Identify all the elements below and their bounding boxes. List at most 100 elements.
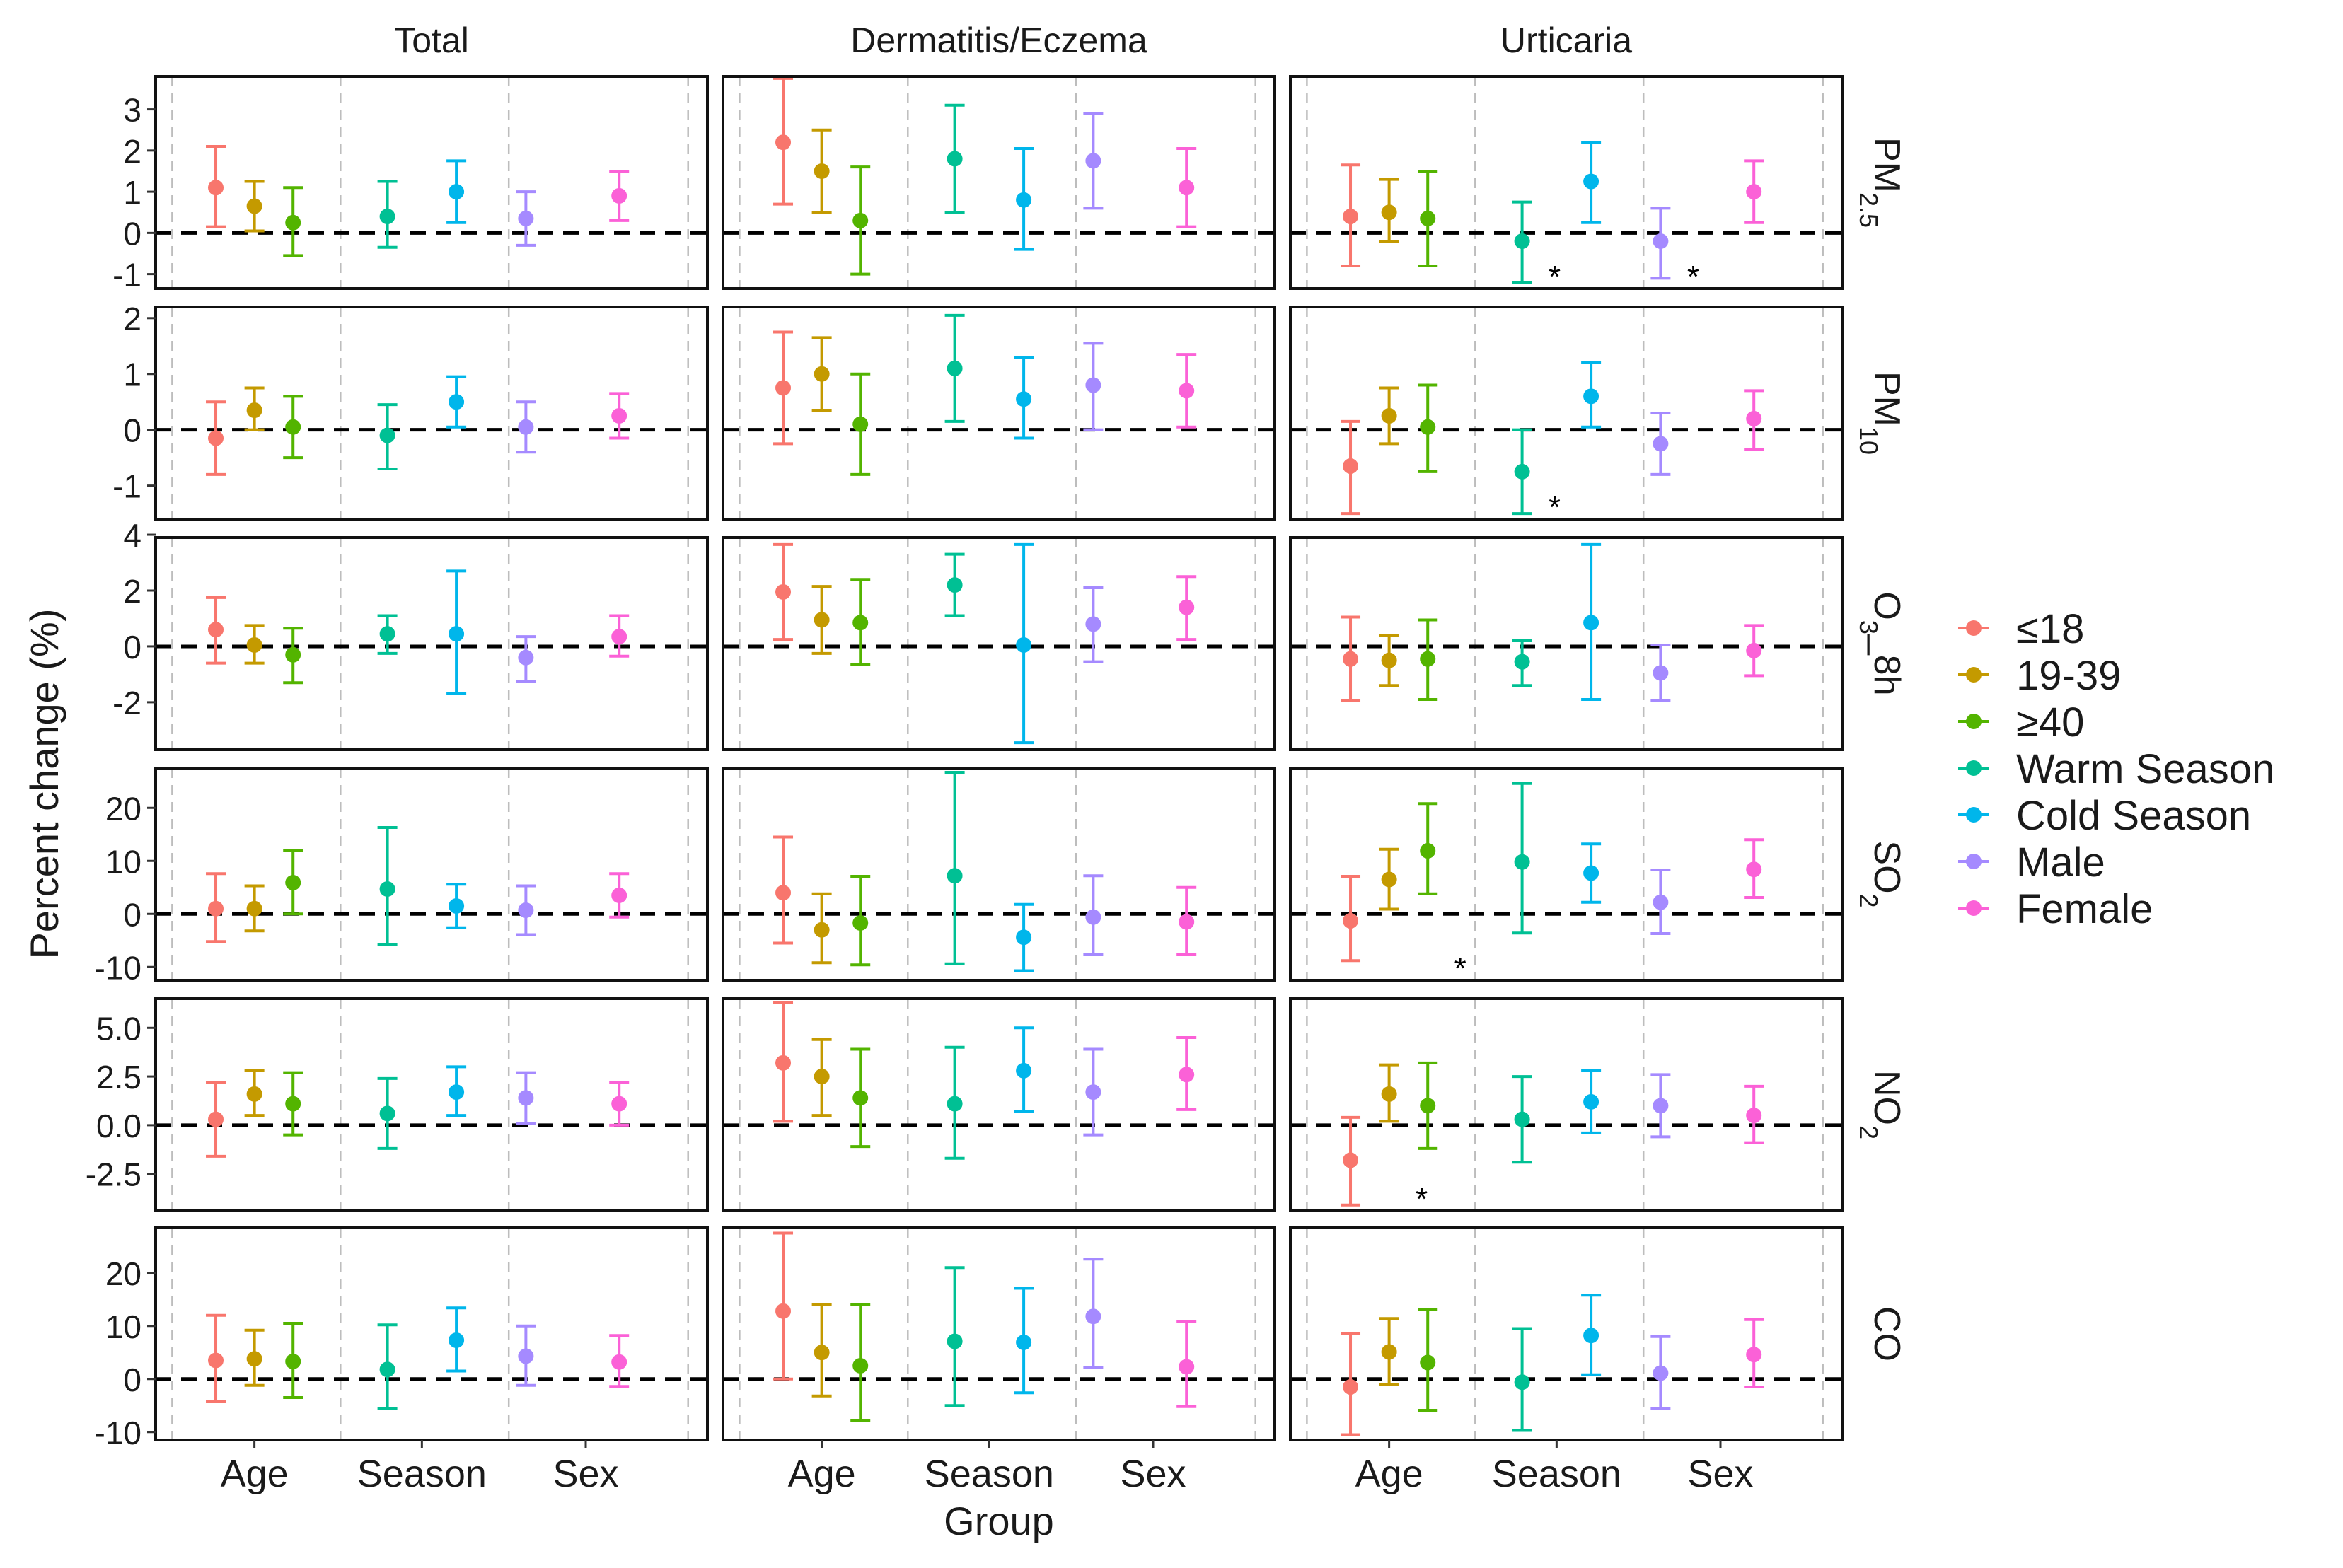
y-tick-label: 1 xyxy=(123,174,141,211)
errorbar-cold-season xyxy=(446,1306,467,1373)
point-estimate xyxy=(611,629,627,645)
point-estimate xyxy=(518,1090,534,1106)
errorbar-male xyxy=(1650,207,1671,280)
point-estimate xyxy=(1653,233,1669,250)
point-estimate xyxy=(1420,419,1436,435)
row-label-pm10: PM10 xyxy=(1855,371,1908,455)
y-axis-row-4: 20 10 0 -10 xyxy=(95,790,156,986)
y-tick-label: 3 xyxy=(123,92,141,129)
panel-total-pm2-5 xyxy=(154,75,709,290)
significance-star: * xyxy=(1549,490,1561,525)
legend-item-19-39: 19-39 xyxy=(1958,653,2121,699)
legend-key-point xyxy=(1966,900,1982,916)
panel-border xyxy=(154,306,709,521)
panel-border xyxy=(1289,997,1844,1212)
y-tick-label: -10 xyxy=(95,949,141,986)
legend-label: 19-39 xyxy=(2016,653,2121,699)
point-estimate xyxy=(449,1084,465,1100)
point-estimate xyxy=(1343,209,1359,225)
point-estimate xyxy=(1746,410,1762,426)
errorbar-ge40 xyxy=(283,849,303,916)
point-estimate xyxy=(1420,210,1436,226)
panel-dermatitis-eczema-o3-8h xyxy=(722,536,1276,751)
y-tick-label: 0 xyxy=(123,412,141,449)
point-estimate xyxy=(208,180,224,196)
panel-border xyxy=(1289,536,1844,751)
point-estimate xyxy=(947,868,963,884)
y-axis-title: Percent change (%) xyxy=(22,609,66,959)
legend-label: Warm Season xyxy=(2016,746,2274,792)
x-axis-dermatitis-eczema: Age Season Sex xyxy=(788,1440,1186,1495)
legend-label: Male xyxy=(2016,840,2105,885)
errorbar-female xyxy=(1744,838,1764,899)
point-estimate xyxy=(246,402,262,419)
point-estimate xyxy=(379,427,395,443)
point-estimate xyxy=(1420,1098,1436,1114)
errorbar-male xyxy=(1650,412,1671,476)
errorbar-warm-season xyxy=(944,313,965,423)
point-estimate xyxy=(1381,1086,1397,1102)
point-estimate xyxy=(1420,651,1436,667)
y-axis-row-3: 4 2 0 -2 xyxy=(112,517,156,721)
point-estimate xyxy=(1343,651,1359,667)
errorbar-le18 xyxy=(773,76,794,206)
y-tick-label: 2 xyxy=(123,133,141,170)
errorbar-19-39 xyxy=(1379,1317,1399,1386)
point-estimate xyxy=(947,1333,963,1349)
errorbar-cold-season xyxy=(1014,146,1034,251)
errorbar-male xyxy=(516,1324,536,1387)
point-estimate xyxy=(947,360,963,376)
point-estimate xyxy=(285,875,301,890)
errorbar-male xyxy=(1083,874,1104,956)
errorbar-ge40 xyxy=(1418,1061,1438,1150)
errorbar-cold-season xyxy=(446,375,467,429)
point-estimate xyxy=(1179,180,1195,196)
point-estimate xyxy=(852,615,869,631)
point-estimate xyxy=(285,646,301,663)
errorbar-19-39 xyxy=(244,386,265,431)
errorbar-female xyxy=(1744,1318,1764,1388)
point-estimate xyxy=(1085,616,1101,632)
y-axis-row-5: 5.0 2.5 0.0 -2.5 xyxy=(86,1010,156,1193)
errorbar-cold-season xyxy=(1014,902,1034,972)
row-label-co: CO xyxy=(1866,1306,1907,1361)
errorbar-warm-season xyxy=(944,1045,965,1160)
panel-border xyxy=(722,75,1276,290)
legend-item-cold-season: Cold Season xyxy=(1958,793,2251,839)
errorbar-female xyxy=(1744,624,1764,678)
point-estimate xyxy=(1085,377,1101,393)
errorbar-male xyxy=(516,635,536,683)
point-estimate xyxy=(1085,909,1101,925)
point-estimate xyxy=(1016,1062,1032,1079)
legend-label: Female xyxy=(2016,886,2153,932)
errorbar-warm-season xyxy=(1512,782,1532,935)
errorbar-19-39 xyxy=(1379,847,1399,911)
point-estimate xyxy=(379,1361,395,1378)
panel-urticaria-o3-8h xyxy=(1289,536,1844,751)
point-estimate xyxy=(1653,665,1669,681)
panel-border xyxy=(722,997,1276,1212)
row-label-no2: NO2 xyxy=(1855,1070,1908,1139)
point-estimate xyxy=(1514,233,1530,250)
point-estimate xyxy=(852,212,869,228)
point-estimate xyxy=(1085,1308,1101,1325)
errorbar-ge40 xyxy=(1418,169,1438,267)
errorbar-cold-season xyxy=(1014,1026,1034,1113)
point-estimate xyxy=(1179,914,1195,930)
legend-item-warm-season: Warm Season xyxy=(1958,746,2274,792)
panel-border xyxy=(1289,767,1844,982)
legend-key-point xyxy=(1966,714,1982,729)
errorbar-cold-season xyxy=(1014,356,1034,440)
point-estimate xyxy=(775,380,792,396)
errorbar-le18 xyxy=(1341,1115,1361,1207)
y-tick-label: -1 xyxy=(112,468,141,505)
point-estimate xyxy=(1381,871,1397,888)
y-tick-label: 0 xyxy=(123,629,141,666)
legend-item-ge40: ≥40 xyxy=(1958,699,2084,745)
point-estimate xyxy=(1583,865,1599,881)
panel-urticaria-pm2-5: * * xyxy=(1289,75,1844,294)
errorbar-ge40 xyxy=(850,165,871,276)
point-estimate xyxy=(449,626,465,642)
errorbar-19-39 xyxy=(244,180,265,233)
